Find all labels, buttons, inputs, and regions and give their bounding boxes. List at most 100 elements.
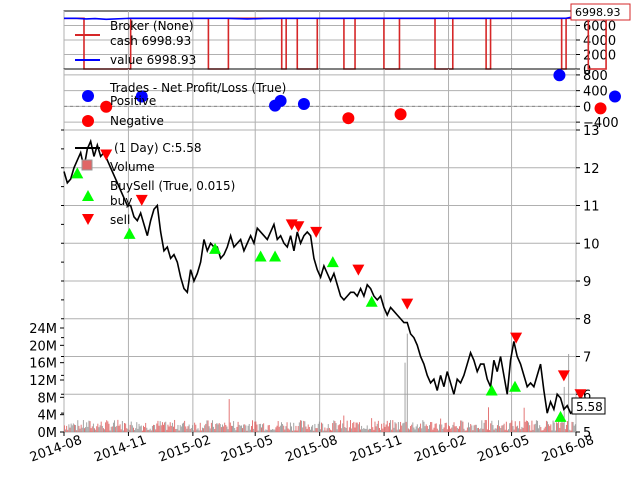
volume-bar xyxy=(452,424,454,432)
volume-bar xyxy=(321,422,323,432)
broker-ytick-label: 4000 xyxy=(583,34,616,49)
price-ytick-label: 11 xyxy=(583,200,600,215)
volume-bar xyxy=(111,426,113,432)
volume-bar xyxy=(362,429,364,432)
volume-bar xyxy=(127,428,129,432)
volume-bar xyxy=(417,428,419,432)
volume-bar xyxy=(101,425,103,432)
volume-bar xyxy=(229,422,231,432)
volume-bar xyxy=(178,430,180,432)
volume-bar xyxy=(324,427,326,432)
volume-bar xyxy=(207,420,209,432)
volume-bar xyxy=(95,429,97,432)
volume-bar xyxy=(434,423,436,432)
volume-bar xyxy=(513,429,515,432)
volume-bar xyxy=(503,423,505,432)
volume-bar xyxy=(108,423,110,432)
trades-ytick-label: 400 xyxy=(583,85,608,100)
volume-bar xyxy=(492,425,494,432)
volume-bar xyxy=(92,423,94,432)
volume-bar xyxy=(484,419,486,432)
volume-bar xyxy=(180,426,182,432)
volume-bar xyxy=(309,429,311,432)
volume-bar xyxy=(567,421,568,432)
volume-bar xyxy=(234,428,236,432)
volume-bar xyxy=(237,421,239,432)
volume-bar xyxy=(289,422,291,432)
volume-bar xyxy=(254,421,256,432)
volume-bar xyxy=(250,426,252,432)
volume-bar xyxy=(235,430,237,432)
volume-bar xyxy=(131,425,133,432)
volume-bar xyxy=(426,426,428,432)
volume-bar xyxy=(456,427,458,432)
volume-bar xyxy=(245,425,247,432)
volume-bar xyxy=(276,425,278,432)
volume-bar xyxy=(475,424,477,432)
volume-bar xyxy=(498,420,499,432)
volume-bar xyxy=(348,427,350,432)
volume-bar xyxy=(244,424,246,432)
volume-bar xyxy=(427,428,429,432)
volume-bar xyxy=(514,421,516,432)
volume-bar xyxy=(186,428,188,432)
broker-ytick-label: 6000 xyxy=(583,20,616,35)
volume-bar xyxy=(413,427,415,432)
price-last-value-box: 5.58 xyxy=(571,397,606,415)
volume-bar xyxy=(91,426,93,432)
volume-bar xyxy=(100,421,102,432)
volume-bar xyxy=(97,423,99,432)
volume-bar xyxy=(454,426,456,432)
volume-bar xyxy=(461,420,463,432)
volume-bar xyxy=(346,420,348,432)
volume-bar xyxy=(340,420,341,432)
volume-bar xyxy=(189,428,191,432)
volume-bar xyxy=(570,430,572,432)
volume-bar xyxy=(287,428,289,432)
volume-bar xyxy=(422,420,424,432)
volume-bar xyxy=(179,425,181,432)
volume-bar xyxy=(274,429,276,432)
volume-bar xyxy=(88,420,90,432)
volume-bar xyxy=(389,422,390,432)
volume-bar xyxy=(564,429,566,432)
volume-bar xyxy=(206,420,208,432)
sell-marker xyxy=(100,149,113,161)
volume-bar xyxy=(134,430,136,432)
price-ytick-label: 7 xyxy=(583,351,591,366)
positive-legend-marker xyxy=(82,90,94,102)
volume-bar xyxy=(491,420,493,432)
volume-bar xyxy=(249,429,251,432)
volume-bar xyxy=(292,430,294,432)
volume-bar xyxy=(433,427,435,432)
volume-bar xyxy=(204,425,206,432)
volume-bar xyxy=(259,423,261,432)
volume-bar xyxy=(334,421,336,432)
volume-bar xyxy=(549,426,551,432)
volume-bar xyxy=(335,423,337,432)
volume-bar xyxy=(109,430,111,432)
volume-bar xyxy=(174,419,176,432)
price-line xyxy=(63,138,575,415)
volume-bar xyxy=(356,422,358,432)
volume-bar xyxy=(483,422,485,432)
volume-bar xyxy=(220,427,222,432)
volume-bar xyxy=(177,424,179,432)
volume-bar xyxy=(432,429,434,432)
volume-bar xyxy=(363,427,365,432)
volume-bar xyxy=(403,422,405,432)
volume-bar xyxy=(126,428,128,432)
volume-bar xyxy=(110,426,112,432)
volume-bar xyxy=(146,427,148,432)
volume-bar xyxy=(157,420,159,432)
volume-bar xyxy=(552,420,554,432)
x-tick-label: 2016-05 xyxy=(476,433,532,466)
volume-bar xyxy=(538,428,540,432)
volume-bar xyxy=(78,425,80,432)
volume-bar xyxy=(143,425,144,432)
volume-bar xyxy=(316,428,318,432)
broker-legend-title: Broker (None) xyxy=(110,19,194,33)
trades-legend-title: Trades - Net Profit/Loss (True) xyxy=(109,81,286,95)
volume-bar xyxy=(464,430,466,432)
volume-bar xyxy=(213,426,215,432)
